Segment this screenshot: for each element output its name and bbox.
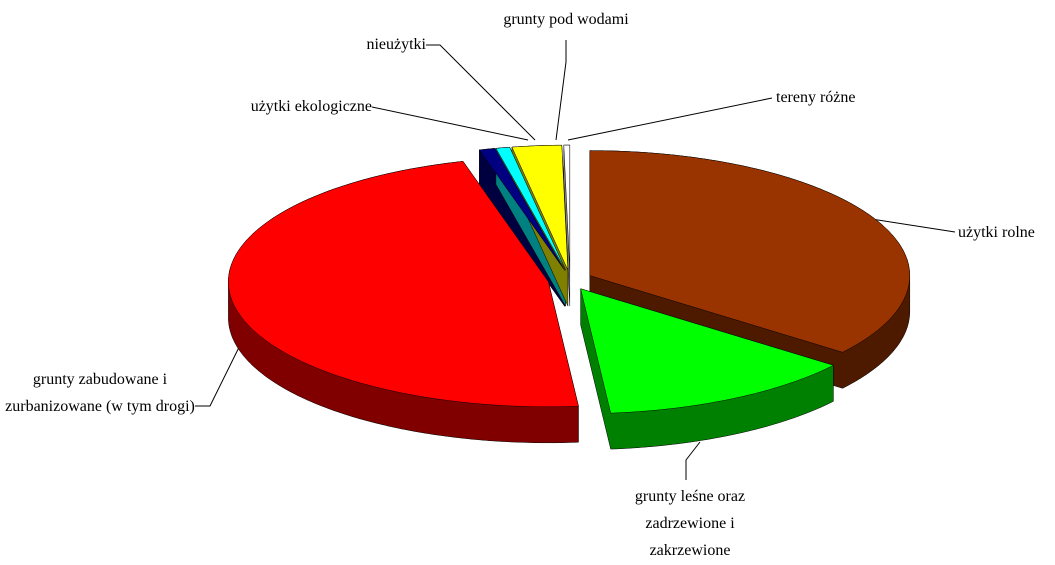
slice <box>563 144 571 271</box>
slice <box>228 161 579 408</box>
slice-label: nieużytki <box>366 36 426 53</box>
leader-line <box>567 97 773 141</box>
slice-label: użytki rolne <box>958 224 1035 241</box>
leader-line <box>864 217 956 233</box>
leader-line <box>195 324 251 407</box>
slice <box>511 144 569 271</box>
slice <box>478 148 565 271</box>
slice-label: grunty leśne oraz zadrzewione i zakrzewi… <box>634 488 746 559</box>
leader-line <box>555 40 567 141</box>
leader-line <box>371 106 529 141</box>
slice-label: użytki ekologiczne <box>250 98 372 115</box>
slice-label: grunty pod wodami <box>503 11 629 28</box>
slice <box>495 146 566 271</box>
slice <box>580 288 835 414</box>
slice-label: grunty zabudowane i zurbanizowane (w tym… <box>5 371 195 415</box>
slice-label: tereny różne <box>776 89 856 106</box>
leader-line <box>685 441 701 480</box>
leader-line <box>426 44 536 141</box>
slice <box>589 150 911 353</box>
